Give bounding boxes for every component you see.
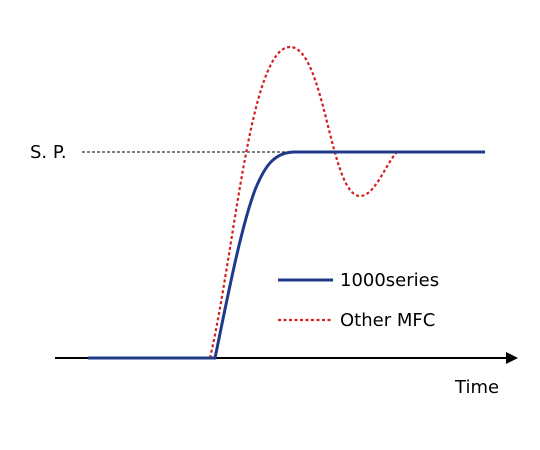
other-mfc-curve (208, 45, 398, 359)
legend-label: 1000series (340, 270, 439, 291)
setpoint-label: S. P. (30, 142, 67, 163)
x-axis-label: Time (454, 377, 499, 398)
legend-label: Other MFC (340, 310, 435, 331)
series-1000-curve (88, 150, 485, 360)
